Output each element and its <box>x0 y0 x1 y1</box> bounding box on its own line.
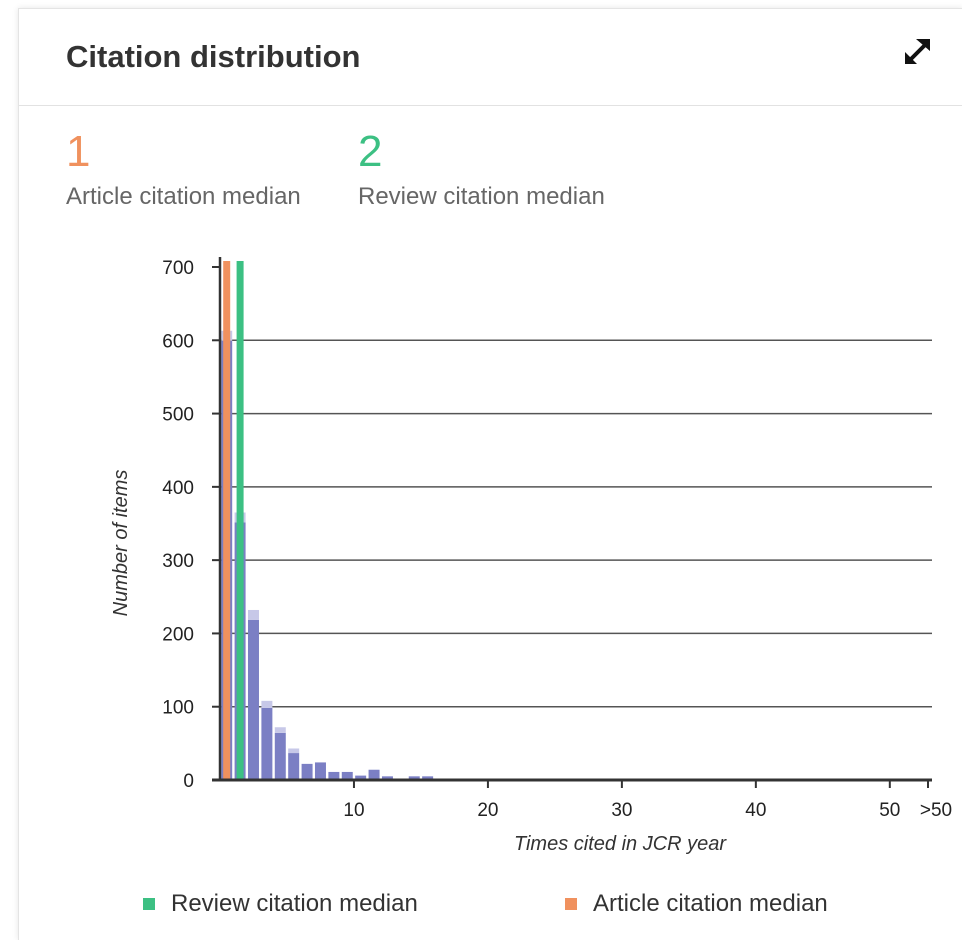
histogram-bar <box>381 776 393 780</box>
chart-gridlines <box>220 339 932 708</box>
histogram-bar <box>328 771 340 780</box>
card-header: Citation distribution <box>19 9 962 106</box>
y-axis-label: Number of items <box>110 470 132 617</box>
histogram-bar <box>355 775 367 780</box>
citation-distribution-card: Citation distribution 1 Article citation… <box>18 8 962 940</box>
legend-item-article[interactable]: Article citation median <box>565 890 828 918</box>
article-median-metric: 1 Article citation median <box>66 127 301 211</box>
y-tick-label: 100 <box>162 698 194 719</box>
article-median-line <box>223 261 231 780</box>
x-axis-label: Times cited in JCR year <box>514 833 727 855</box>
review-legend-label: Review citation median <box>171 890 418 917</box>
histogram-bar <box>274 732 286 780</box>
x-tick-label: 20 <box>477 800 498 821</box>
y-tick-label: 300 <box>162 551 194 572</box>
y-tick-label: 600 <box>162 331 194 352</box>
y-tick-label: 400 <box>162 478 194 499</box>
histogram-bar-cap <box>288 748 300 754</box>
article-median-label: Article citation median <box>66 183 301 210</box>
y-tick-label: 200 <box>162 624 194 645</box>
histogram-bar-cap <box>247 609 259 620</box>
chart-axes: 0 100 200 300 400 500 600 700 10 20 30 40 50 >50 <box>162 257 952 821</box>
histogram-bar <box>422 776 434 780</box>
card-title: Citation distribution <box>66 39 361 74</box>
review-legend-swatch <box>143 898 155 910</box>
y-tick-label: 700 <box>162 258 194 279</box>
expand-arrows-icon[interactable] <box>899 33 937 71</box>
histogram-bar <box>261 707 273 780</box>
y-tick-label: 500 <box>162 405 194 426</box>
chart-median-lines <box>223 261 244 780</box>
histogram-bar <box>247 619 259 780</box>
x-tick-label: 10 <box>343 800 364 821</box>
x-tick-label: 30 <box>611 800 632 821</box>
legend-item-review[interactable]: Review citation median <box>143 890 418 918</box>
x-tick-label: 40 <box>745 800 766 821</box>
review-median-line <box>236 261 244 780</box>
histogram-bar <box>408 776 420 780</box>
histogram-bar <box>341 771 353 780</box>
histogram-bar <box>314 762 326 780</box>
x-tick-label: >50 <box>920 800 952 821</box>
review-median-label: Review citation median <box>358 183 605 210</box>
article-legend-swatch <box>565 898 577 910</box>
histogram-bar <box>288 753 300 780</box>
histogram-bar-cap <box>261 700 273 708</box>
review-median-metric: 2 Review citation median <box>358 127 605 211</box>
y-tick-label: 0 <box>183 771 194 792</box>
citation-histogram-chart: 0 100 200 300 400 500 600 700 10 20 30 40 50 >50 Numb… <box>110 257 952 855</box>
histogram-bar-cap <box>274 727 286 733</box>
histogram-bar <box>301 763 313 780</box>
chart-bars <box>221 330 434 780</box>
review-median-value: 2 <box>358 127 383 176</box>
article-legend-label: Article citation median <box>593 890 828 917</box>
article-median-value: 1 <box>66 127 91 176</box>
histogram-bar <box>368 769 380 780</box>
x-tick-label: 50 <box>879 800 900 821</box>
